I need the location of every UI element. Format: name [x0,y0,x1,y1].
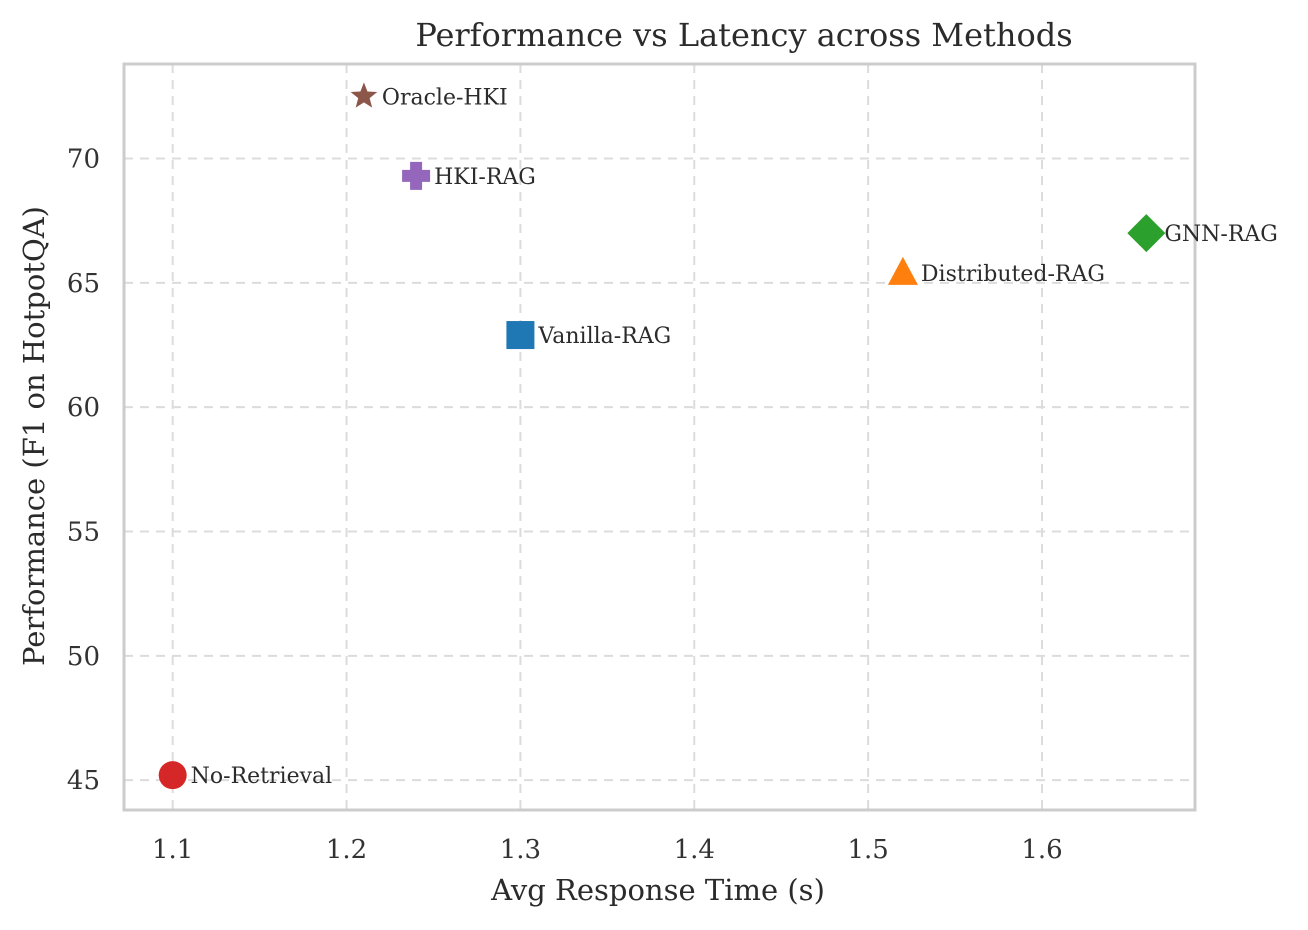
point-label-oracle-hki: Oracle-HKI [382,85,508,110]
y-tick-label: 45 [67,766,100,796]
data-points: No-Retrieval Vanilla-RAG Distributed-RAG GN… [158,82,1278,790]
axis-ticks: 1.1 1.2 1.3 1.4 1.5 1.6 45 50 55 60 65 70 [67,144,1063,865]
x-tick-label: 1.1 [152,835,193,865]
x-tick-label: 1.4 [674,835,715,865]
y-tick-label: 55 [67,517,100,547]
x-tick-label: 1.3 [500,835,541,865]
point-label-hki-rag: HKI-RAG [434,165,536,190]
marker-oracle-hki [350,82,378,108]
y-tick-label: 60 [67,393,100,423]
y-tick-label: 70 [67,144,100,174]
y-tick-label: 50 [67,642,100,672]
marker-distributed-rag [887,256,918,285]
x-tick-label: 1.2 [326,835,367,865]
marker-hki-rag [402,161,431,190]
marker-gnn-rag [1127,214,1166,253]
x-tick-label: 1.6 [1021,835,1062,865]
point-label-vanilla-rag: Vanilla-RAG [537,324,671,349]
y-axis-label: Performance (F1 on HotpotQA) [17,206,51,666]
y-tick-label: 65 [67,269,100,299]
marker-no-retrieval [158,761,187,790]
point-label-gnn-rag: GNN-RAG [1164,222,1278,247]
point-label-distributed-rag: Distributed-RAG [921,262,1105,287]
x-tick-label: 1.5 [847,835,888,865]
chart-title: Performance vs Latency across Methods [415,16,1072,54]
point-label-no-retrieval: No-Retrieval [191,764,333,789]
x-axis-label: Avg Response Time (s) [490,873,825,907]
grid-lines [124,64,1195,810]
plot-area-frame [122,62,1197,812]
marker-vanilla-rag [506,321,535,350]
